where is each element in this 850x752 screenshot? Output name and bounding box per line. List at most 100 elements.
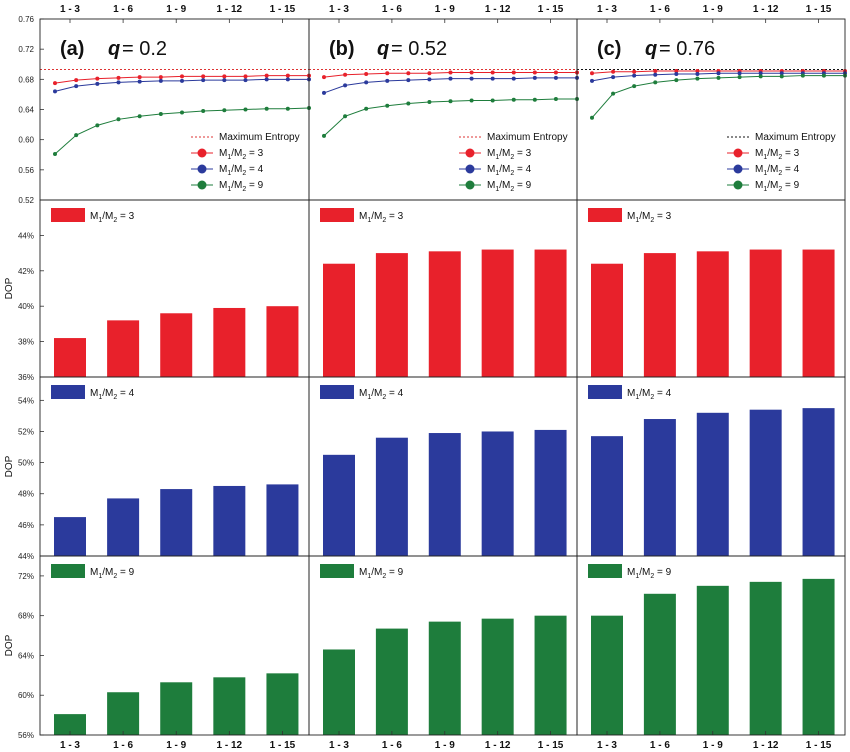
legend-text-part: 1	[227, 170, 231, 177]
data-point	[264, 106, 269, 111]
legend-text-part: = 4	[386, 388, 403, 399]
q-value: = 0.52	[391, 38, 447, 60]
q-symbol: q	[377, 38, 389, 60]
legend-series-text: M1/M2 = 9	[487, 180, 532, 193]
legend-text-part: 2	[650, 573, 654, 580]
legend-text-part: = 9	[654, 567, 671, 578]
data-point	[632, 84, 637, 89]
legend-text-part: /M	[231, 148, 242, 159]
legend-text-part: 2	[650, 394, 654, 401]
q-value: = 0.2	[122, 38, 167, 60]
legend-bar-text: M1/M2 = 4	[627, 388, 672, 401]
legend-bar-swatch	[51, 208, 85, 222]
panel-label: (b)	[329, 38, 355, 60]
bar	[323, 649, 355, 735]
legend-text-part: 2	[778, 186, 782, 193]
legend-series-swatch-dot	[733, 180, 743, 190]
data-point	[674, 72, 679, 77]
data-point	[201, 78, 206, 83]
legend-text-part: /M	[767, 164, 778, 175]
data-point	[590, 115, 594, 120]
panel-label: (c)	[597, 38, 621, 60]
legend-series-text: M1/M2 = 4	[219, 164, 264, 177]
bottom-x-tick-label: 1 - 9	[703, 740, 723, 751]
bar	[107, 320, 140, 377]
data-point	[222, 78, 227, 83]
y-tick-label: 0.72	[18, 45, 34, 54]
bar	[481, 249, 514, 377]
data-point	[737, 71, 742, 76]
data-point	[800, 73, 805, 78]
bar	[266, 673, 299, 735]
legend-bar-swatch	[51, 564, 85, 578]
legend-text-part: 2	[113, 217, 117, 224]
bar	[481, 431, 514, 556]
bottom-x-tick-label: 1 - 15	[806, 740, 832, 751]
legend-text-part: /M	[499, 180, 510, 191]
data-point	[469, 70, 474, 75]
legend-bar-swatch	[588, 208, 622, 222]
bar	[54, 714, 86, 735]
data-point	[611, 91, 616, 96]
bottom-x-tick-label: 1 - 12	[217, 740, 243, 751]
y-axis-title: DOP	[4, 455, 15, 477]
bar	[375, 437, 408, 556]
data-point	[590, 78, 594, 83]
bar	[107, 692, 140, 735]
bar	[696, 585, 729, 735]
bar	[749, 249, 782, 377]
data-point	[632, 69, 637, 74]
data-point	[632, 73, 637, 78]
data-point	[511, 76, 516, 81]
data-point	[490, 70, 495, 75]
legend-text-part: = 3	[246, 148, 263, 159]
data-point	[285, 106, 290, 111]
legend-series-text: M1/M2 = 9	[755, 180, 800, 193]
data-point	[758, 71, 763, 76]
data-point	[53, 81, 57, 86]
legend-text-part: = 4	[782, 164, 799, 175]
data-point	[285, 73, 290, 78]
legend-series-text: M1/M2 = 4	[755, 164, 800, 177]
legend-max-entropy-text: Maximum Entropy	[755, 132, 836, 143]
legend-text-part: /M	[102, 211, 113, 222]
legend-text-part: /M	[102, 388, 113, 399]
bar	[266, 484, 299, 556]
data-point	[427, 77, 432, 82]
data-point	[653, 80, 658, 85]
y-tick-label: 44%	[18, 552, 34, 561]
y-tick-label: 72%	[18, 572, 34, 581]
legend-text-part: = 4	[514, 164, 531, 175]
data-point	[385, 71, 390, 76]
data-point	[406, 78, 411, 83]
data-point	[74, 84, 79, 89]
bar	[54, 517, 86, 556]
legend-text-part: M	[755, 164, 763, 175]
data-point	[180, 74, 184, 79]
data-point	[406, 71, 411, 76]
legend-text-part: 2	[778, 170, 782, 177]
legend-series-swatch-dot	[197, 164, 207, 174]
data-point	[553, 96, 558, 101]
legend-text-part: /M	[499, 148, 510, 159]
data-point	[116, 80, 121, 85]
data-point	[695, 72, 700, 77]
bottom-x-tick-label: 1 - 6	[650, 740, 670, 751]
bar	[534, 615, 567, 735]
data-point	[448, 99, 453, 104]
legend-text-part: M	[487, 164, 495, 175]
legend-text-part: /M	[767, 180, 778, 191]
legend-text-part: M	[90, 211, 98, 222]
data-point	[553, 75, 558, 80]
legend-bar-text: M1/M2 = 9	[359, 567, 404, 580]
data-point	[490, 98, 495, 103]
top-x-tick-label: 1 - 3	[329, 4, 349, 15]
bar	[591, 263, 623, 377]
data-point	[821, 73, 826, 78]
legend-series-swatch-dot	[733, 148, 743, 158]
legend-series-text: M1/M2 = 3	[219, 148, 264, 161]
bar	[481, 618, 514, 735]
legend-text-part: 2	[510, 170, 514, 177]
legend-text-part: M	[627, 211, 635, 222]
data-point	[180, 110, 184, 115]
